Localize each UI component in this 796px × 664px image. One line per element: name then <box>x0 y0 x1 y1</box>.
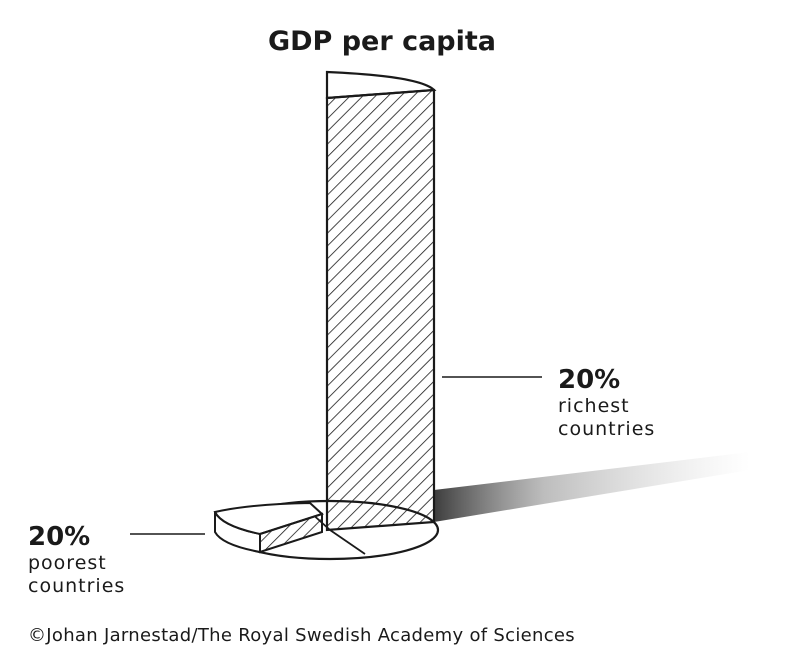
poorest-slice-top <box>213 501 324 536</box>
poorest-percent: 20% <box>28 522 90 552</box>
richest-label-line1: richest <box>558 395 630 417</box>
richest-label-line2: countries <box>558 418 655 440</box>
poorest-slice-hatched-face <box>259 512 323 554</box>
richest-percent: 20% <box>558 365 620 395</box>
chart-title: GDP per capita <box>268 26 496 57</box>
richest-column-hatched-face <box>325 88 436 532</box>
poorest-label-line2: countries <box>28 575 125 597</box>
image-credit: ©Johan Jarnestad/The Royal Swedish Acade… <box>28 625 575 646</box>
column-shadow <box>434 452 750 522</box>
poorest-label-line1: poorest <box>28 552 107 574</box>
